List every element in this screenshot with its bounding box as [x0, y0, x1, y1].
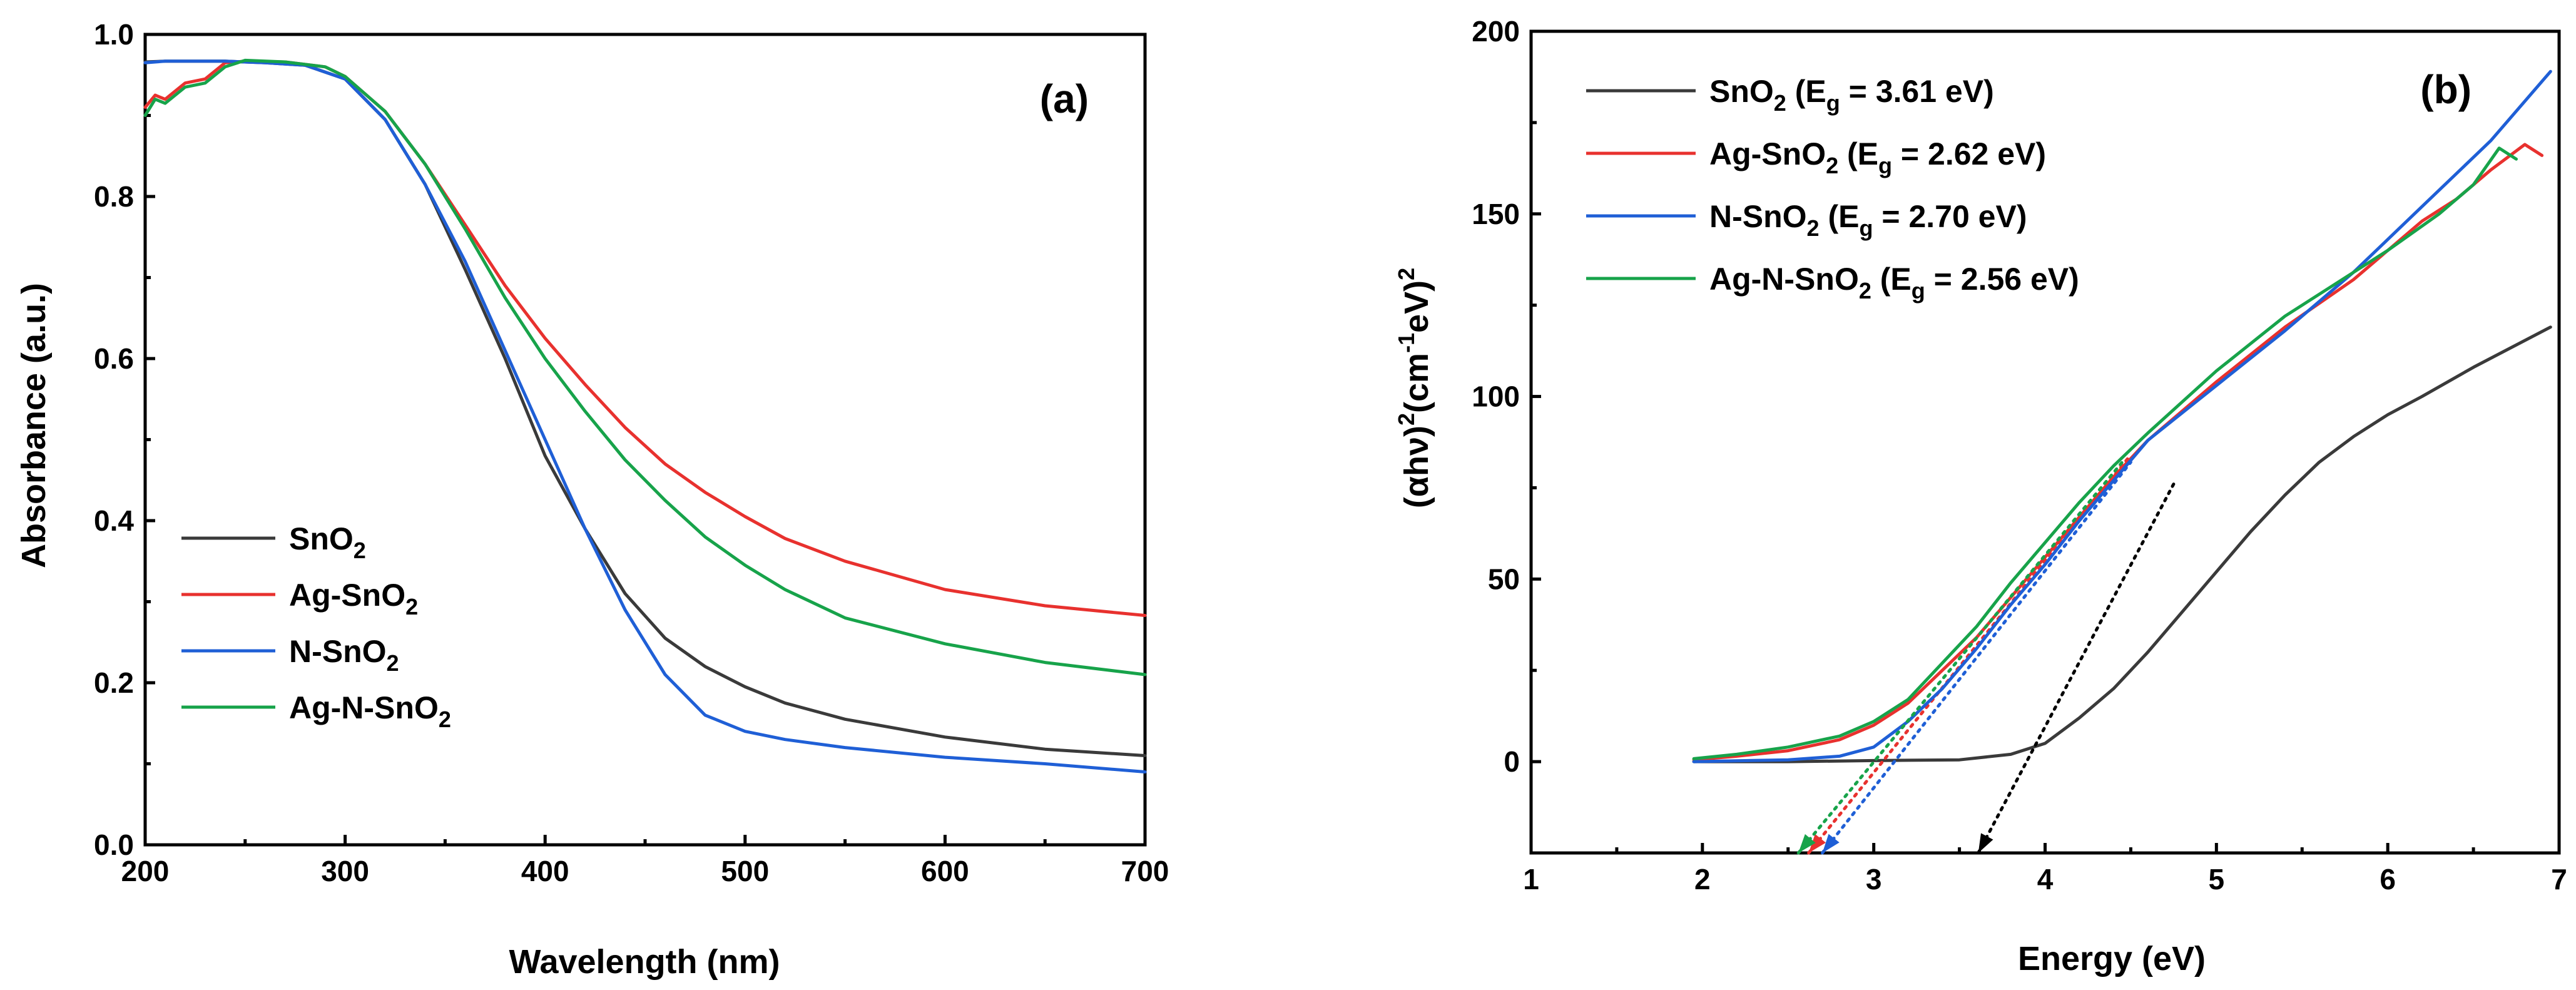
- legend-label-base: N-SnO: [289, 634, 387, 669]
- panel-b-x-tick-label: 3: [1866, 863, 1882, 896]
- panel-b-bandgap-arrow-nsno2: [1822, 834, 1840, 853]
- legend-label-subscript: 2: [1807, 215, 1820, 241]
- ylabel-sup-1: 2: [1393, 413, 1419, 426]
- legend-label-mid: (E: [1786, 74, 1826, 109]
- legend-label-base: SnO: [289, 521, 354, 556]
- panel-b-bandgap-arrow-agsno2: [1808, 834, 1826, 853]
- panel-b-series-sno2: [1692, 325, 2552, 763]
- legend-label-base: N-SnO: [1709, 199, 1807, 234]
- panel-b-x-axis-title: Energy (eV): [2018, 940, 2206, 977]
- legend-label-subscript: 2: [1826, 153, 1838, 178]
- panel-b-y-tick-label: 200: [1472, 15, 1520, 48]
- legend-label-base: Ag-N-SnO: [289, 690, 439, 725]
- panel-a-x-tick-label: 600: [921, 855, 969, 887]
- panel-b-legend: SnO2 (Eg = 3.61 eV)Ag-SnO2 (Eg = 2.62 eV…: [1586, 74, 2079, 304]
- panel-a-series-agsno2: [143, 59, 1147, 617]
- legend-label-base: Ag-SnO: [289, 578, 405, 613]
- panel-a-y-tick-label: 0.2: [94, 666, 134, 699]
- legend-label-end: = 2.62 eV): [1892, 136, 2046, 171]
- panel-b-y-tick-label: 0: [1504, 745, 1520, 778]
- panel-b-x-tick-label: 1: [1523, 863, 1539, 896]
- ylabel-part-2: (cm: [1398, 353, 1435, 413]
- panel-a-x-tick-label: 200: [121, 855, 170, 887]
- panel-b-fit-line-sno2: [1977, 482, 2176, 855]
- legend-label-mid: (E: [1871, 262, 1912, 297]
- legend-label-subscript: 2: [1859, 278, 1871, 304]
- legend-label-base: Ag-N-SnO: [1709, 262, 1859, 297]
- panel-a-y-tick-label: 0.0: [94, 829, 134, 861]
- panel-b-x-tick-label: 7: [2551, 863, 2567, 896]
- panel-a-legend-label-agsno2: Ag-SnO2: [289, 578, 418, 620]
- ylabel-sup-3: 2: [1393, 268, 1419, 280]
- legend-label-subscript: 2: [387, 650, 399, 676]
- panel-b-tag: (b): [2420, 67, 2472, 112]
- legend-label-subscript-g: g: [1859, 215, 1873, 241]
- legend-label-base: Ag-SnO: [1709, 136, 1826, 171]
- panel-b-y-tick-label: 50: [1488, 563, 1520, 595]
- legend-label-subscript-g: g: [1912, 278, 1925, 304]
- legend-label-mid: (E: [1838, 136, 1878, 171]
- panel-a-x-tick-label: 700: [1121, 855, 1169, 887]
- panel-a-absorbance-chart: (a) Wavelength (nm) Absorbance (a.u.) Sn…: [15, 18, 1169, 981]
- legend-label-end: = 3.61 eV): [1840, 74, 1994, 109]
- panel-a-series-nsno2: [143, 59, 1147, 773]
- panel-a-series-agnsno2: [143, 58, 1147, 676]
- panel-b-fit-line-agnsno2: [1796, 461, 2124, 855]
- panel-b-tauc-plot: (b) Energy (eV) (αhν)2(cm-1eV)2 SnO2 (Eg…: [1393, 15, 2567, 977]
- panel-b-x-tick-label: 5: [2209, 863, 2225, 896]
- legend-label-subscript: 2: [405, 594, 418, 620]
- panel-b-x-tick-label: 4: [2037, 863, 2054, 896]
- panel-b-legend-label-nsno2: N-SnO2 (Eg = 2.70 eV): [1709, 199, 2027, 241]
- panel-b-bandgap-arrow-sno2: [1978, 833, 1993, 853]
- panel-b-y-tick-label: 100: [1472, 380, 1520, 413]
- panel-a-y-tick-label: 0.6: [94, 342, 134, 375]
- ylabel-part-3: eV): [1398, 280, 1435, 333]
- panel-a-x-tick-label: 400: [521, 855, 569, 887]
- panel-b-series-agsno2: [1692, 143, 2544, 762]
- legend-label-mid: (E: [1820, 199, 1860, 234]
- panel-a-y-tick-label: 0.4: [94, 504, 134, 537]
- panel-b-y-tick-label: 150: [1472, 198, 1520, 230]
- panel-a-tag: (a): [1040, 76, 1089, 121]
- panel-b-fit-line-nsno2: [1821, 461, 2132, 855]
- panel-a-y-tick-label: 1.0: [94, 18, 134, 51]
- panel-b-bandgap-arrow-agnsno2: [1798, 834, 1816, 853]
- legend-label-subscript-g: g: [1826, 90, 1840, 116]
- panel-a-legend-label-agnsno2: Ag-N-SnO2: [289, 690, 451, 732]
- panel-a-legend-label-nsno2: N-SnO2: [289, 634, 399, 676]
- panel-b-legend-label-agnsno2: Ag-N-SnO2 (Eg = 2.56 eV): [1709, 262, 2079, 304]
- panel-a-y-tick-label: 0.8: [94, 180, 134, 213]
- ylabel-sup-2: -1: [1393, 333, 1419, 353]
- panel-a-y-axis-title: Absorbance (a.u.): [15, 283, 53, 568]
- legend-label-subscript: 2: [439, 707, 451, 732]
- panel-b-legend-label-sno2: SnO2 (Eg = 3.61 eV): [1709, 74, 1994, 116]
- panel-b-series-agnsno2: [1692, 146, 2518, 760]
- panel-b-x-tick-label: 6: [2380, 863, 2396, 896]
- legend-label-subscript: 2: [1774, 90, 1786, 116]
- panel-b-legend-label-agsno2: Ag-SnO2 (Eg = 2.62 eV): [1709, 136, 2046, 178]
- panel-a-x-tick-label: 300: [321, 855, 369, 887]
- legend-label-base: SnO: [1709, 74, 1774, 109]
- panel-a-legend-label-sno2: SnO2: [289, 521, 366, 563]
- panel-a-x-axis-title: Wavelength (nm): [509, 943, 780, 981]
- legend-label-end: = 2.56 eV): [1925, 262, 2079, 297]
- legend-label-end: = 2.70 eV): [1873, 199, 2027, 234]
- panel-a-x-tick-label: 500: [721, 855, 769, 887]
- ylabel-part-1: (αhν): [1398, 426, 1435, 508]
- panel-b-x-tick-label: 2: [1694, 863, 1711, 896]
- panel-b-y-axis-title: (αhν)2(cm-1eV)2: [1393, 268, 1435, 508]
- legend-label-subscript-g: g: [1878, 153, 1892, 178]
- panel-b-series-nsno2: [1692, 69, 2552, 763]
- legend-label-subscript: 2: [354, 538, 366, 563]
